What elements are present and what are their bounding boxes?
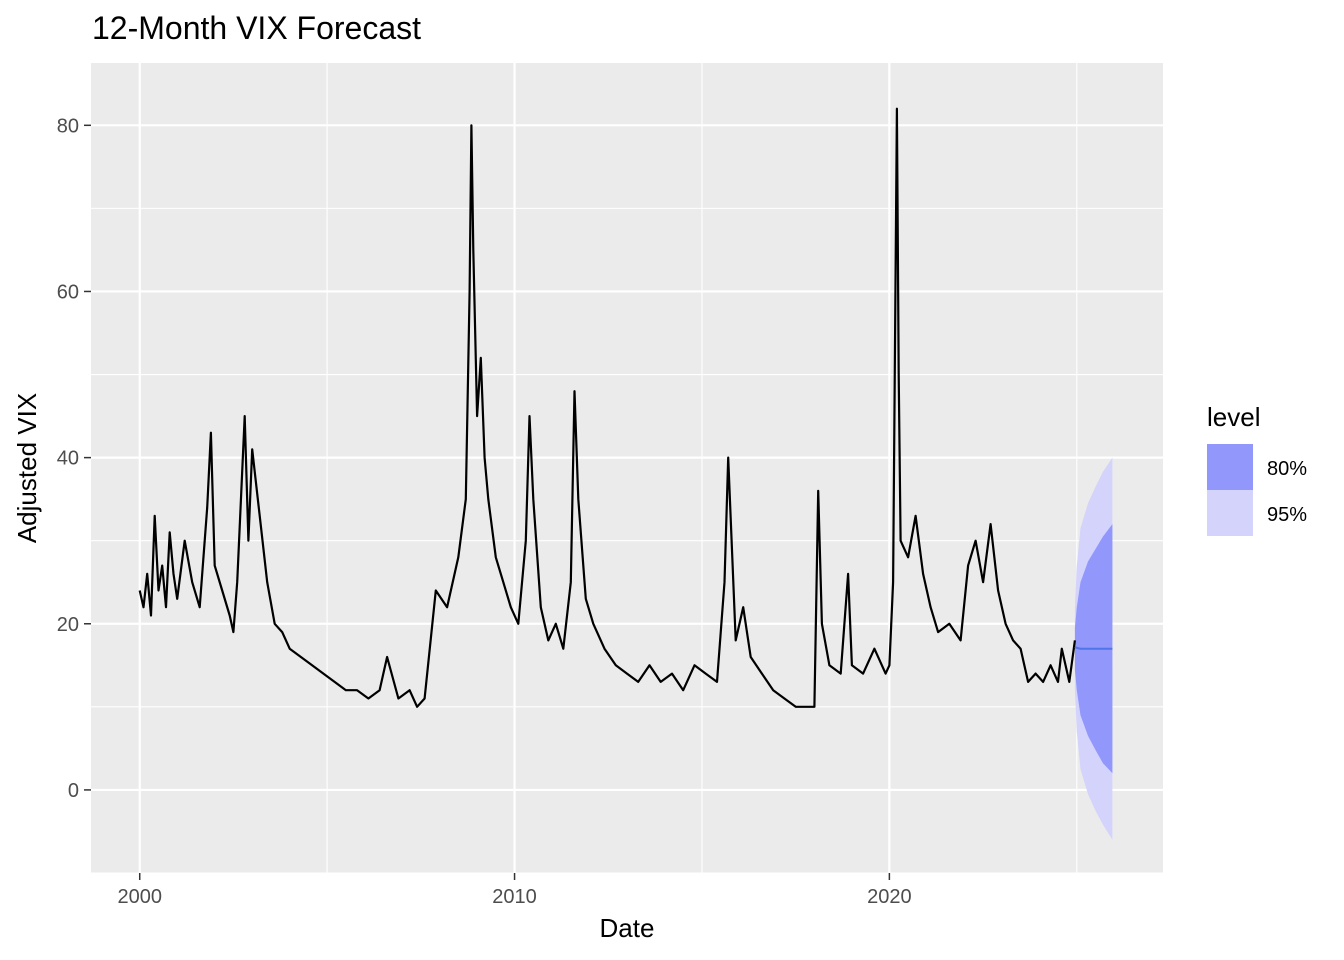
major-grid (91, 63, 1163, 873)
y-tick-label: 60 (57, 281, 79, 303)
legend-label-95: 95% (1267, 504, 1307, 526)
legend-key-80 (1207, 444, 1253, 490)
legend-label-80: 80% (1267, 458, 1307, 480)
y-axis: 0 20 40 60 80 (57, 115, 91, 802)
minor-grid (91, 63, 1163, 874)
y-axis-title: Adjusted VIX (12, 393, 42, 543)
y-tick-label: 40 (57, 448, 79, 470)
y-tick-label: 0 (68, 780, 79, 802)
x-tick-label: 2000 (117, 886, 162, 908)
x-tick-label: 2010 (492, 886, 537, 908)
x-axis-title: Date (600, 913, 655, 943)
y-tick-label: 80 (57, 115, 79, 137)
chart-title: 12-Month VIX Forecast (92, 10, 421, 46)
history-line (138, 107, 1076, 708)
legend: level 80% 95% (1207, 402, 1307, 536)
plot-panel (91, 63, 1163, 873)
x-axis: 2000 2010 2020 (117, 873, 912, 908)
legend-title: level (1207, 402, 1260, 432)
forecast-mean-line (1074, 646, 1113, 650)
x-tick-label: 2020 (867, 886, 912, 908)
y-tick-label: 20 (57, 614, 79, 636)
legend-key-95 (1207, 490, 1253, 536)
